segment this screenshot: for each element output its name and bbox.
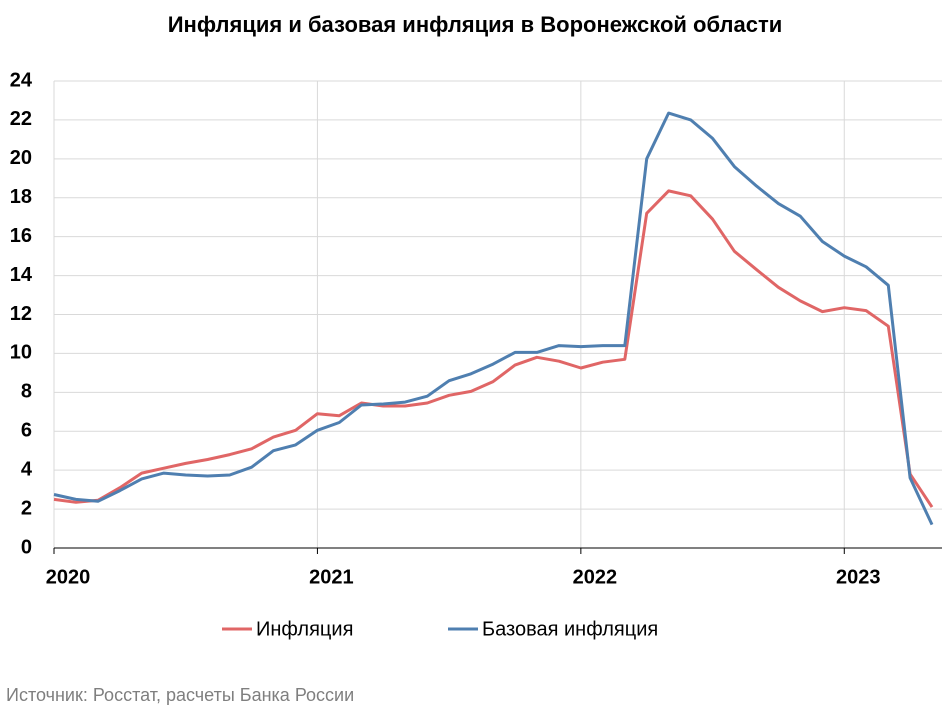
y-tick-label: 6 xyxy=(21,420,32,442)
y-tick-label: 22 xyxy=(10,108,32,130)
y-tick-label: 18 xyxy=(10,186,32,208)
y-tick-label: 12 xyxy=(10,303,32,325)
x-tick-label: 2020 xyxy=(46,566,91,588)
x-tick-label: 2023 xyxy=(836,566,881,588)
y-tick-label: 4 xyxy=(21,458,33,480)
x-tick-label: 2021 xyxy=(309,566,354,588)
data-line xyxy=(53,189,934,508)
data-line xyxy=(53,111,934,526)
y-tick-label: 16 xyxy=(10,225,32,247)
y-tick-label: 0 xyxy=(21,536,32,558)
y-tick-label: 14 xyxy=(10,264,33,286)
y-tick-label: 8 xyxy=(21,381,32,403)
x-tick-label: 2022 xyxy=(573,566,618,588)
y-tick-label: 24 xyxy=(10,69,33,91)
chart-title: Инфляция и базовая инфляция в Воронежско… xyxy=(168,12,783,37)
legend-label: Базовая инфляция xyxy=(482,618,658,640)
y-tick-label: 10 xyxy=(10,342,32,364)
y-tick-label: 20 xyxy=(10,147,32,169)
legend-label: Инфляция xyxy=(256,618,353,640)
y-tick-label: 2 xyxy=(21,497,32,519)
source-note: Источник: Росстат, расчеты Банка России xyxy=(6,685,354,705)
